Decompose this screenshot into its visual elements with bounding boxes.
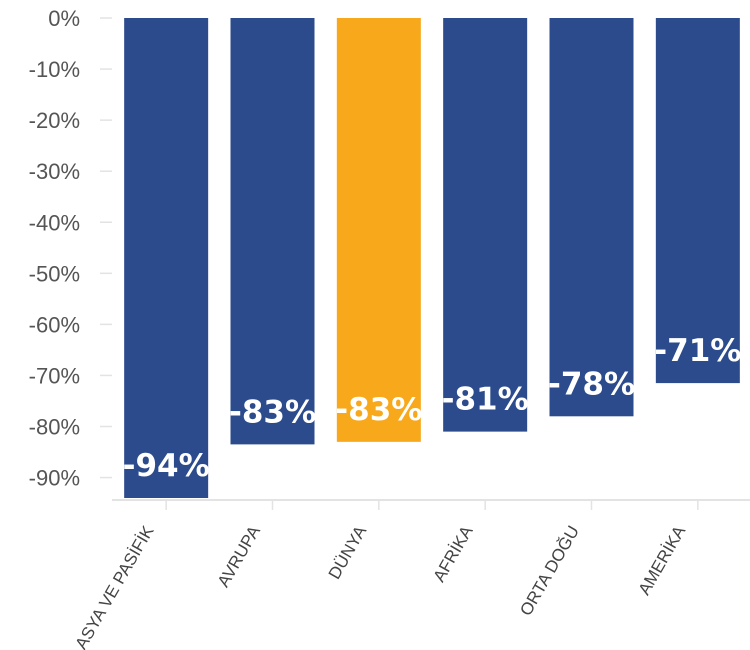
data-label: -81% [442,382,529,418]
bar [655,18,740,384]
data-label: -94% [123,448,210,484]
x-category-label: DÜNYA [325,522,371,583]
bar [230,18,315,445]
bar [549,18,634,417]
bar [443,18,528,432]
data-label: -83% [335,392,422,428]
x-category-label: ASYA VE PASİFİK [72,522,158,650]
x-category-label: AFRİKA [429,522,476,585]
data-label: -71% [654,333,741,369]
y-tick-label: -80% [29,415,80,440]
x-category-label: ORTA DOĞU [516,523,583,619]
y-tick-label: -30% [29,159,80,184]
y-tick-label: -50% [29,261,80,286]
y-tick-label: -90% [29,466,80,491]
y-tick-label: -70% [29,363,80,388]
y-tick-label: -40% [29,210,80,235]
y-tick-label: 0% [48,6,80,31]
x-category-label: AMERİKA [635,522,690,598]
bar [336,18,421,442]
x-axis: ASYA VE PASİFİK AVRUPA DÜNYA AFRİKA ORTA DOĞ… [72,499,750,650]
bars [124,18,740,498]
data-label: -78% [548,366,635,402]
y-axis: 0% -10% -20% -30% -40% -50% -60% -70% -80% -90% [29,6,112,491]
x-category-label: AVRUPA [214,522,264,590]
bar [124,18,209,498]
y-tick-label: -10% [29,57,80,82]
data-labels: -94% -83% -83% -81% -78% -71% [123,333,742,484]
y-tick-label: -60% [29,312,80,337]
y-tick-label: -20% [29,108,80,133]
data-label: -83% [229,394,316,430]
